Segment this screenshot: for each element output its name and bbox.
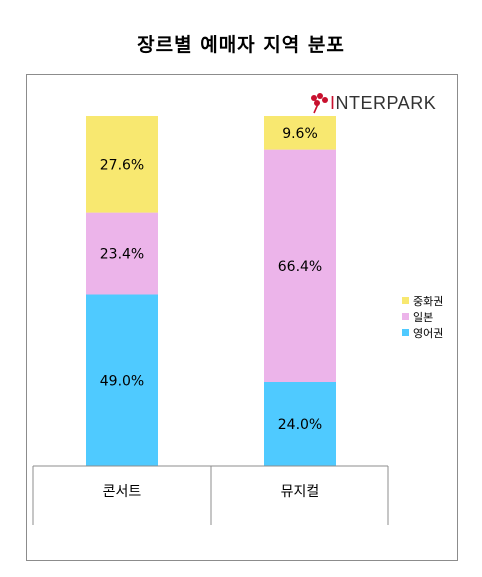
- chart-title: 장르별 예매자 지역 분포: [137, 34, 345, 56]
- legend-label: 영어권: [413, 327, 443, 340]
- data-label: 66.4%: [278, 259, 322, 275]
- chart-frame: [26, 74, 458, 561]
- logo-text-rest: NTERPARK: [335, 92, 437, 113]
- bar-segment: [264, 149, 336, 382]
- interpark-flower-icon: [311, 93, 328, 114]
- data-label: 27.6%: [100, 157, 144, 173]
- data-label: 24.0%: [278, 417, 322, 433]
- legend-swatch: [402, 313, 409, 320]
- data-label: 9.6%: [282, 126, 318, 142]
- legend-swatch: [402, 297, 409, 304]
- logo-letter-i: I: [330, 92, 336, 113]
- legend-label: 일본: [413, 310, 433, 324]
- bar-segment: [264, 116, 336, 150]
- bar-segment: [86, 294, 158, 466]
- data-label: 23.4%: [100, 247, 144, 263]
- legend-swatch: [402, 329, 409, 336]
- x-tick-label: 콘서트: [103, 484, 142, 500]
- bar-segment: [264, 382, 336, 466]
- bar-segment: [86, 212, 158, 295]
- data-label: 49.0%: [100, 373, 144, 389]
- x-tick-label: 뮤지컬: [281, 484, 320, 500]
- interpark-logo: INTERPARK: [308, 90, 436, 116]
- bar-segment: [86, 116, 158, 213]
- legend-label: 중화권: [413, 295, 443, 308]
